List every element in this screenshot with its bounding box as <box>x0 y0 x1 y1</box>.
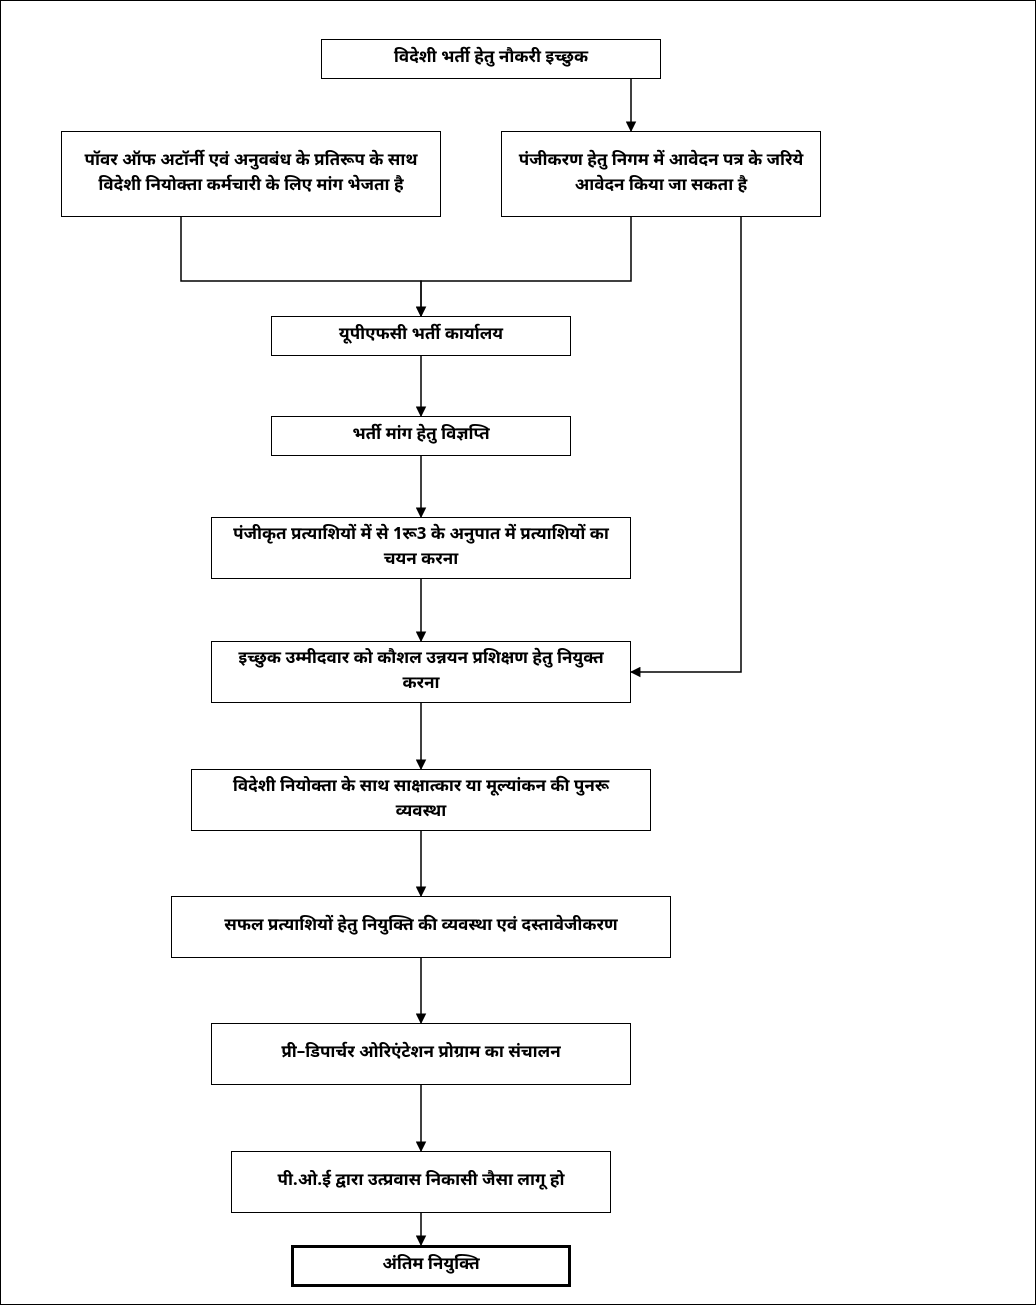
edge-n2l-n3 <box>181 217 421 316</box>
flow-node-label: पॉवर ऑफ अटॉर्नी एवं अनुवबंध के प्रतिरूप … <box>76 149 426 200</box>
flow-node-n1: विदेशी भर्ती हेतु नौकरी इच्छुक <box>321 39 661 79</box>
flowchart-page: विदेशी भर्ती हेतु नौकरी इच्छुक पॉवर ऑफ अट… <box>0 0 1036 1305</box>
flow-node-n11: अंतिम नियुक्ति <box>291 1245 571 1287</box>
flow-node-n5: पंजीकृत प्रत्याशियों में से 1रू3 के अनुप… <box>211 517 631 579</box>
flow-node-label: विदेशी नियोक्ता के साथ साक्षात्कार या मू… <box>206 775 636 826</box>
flow-node-label: यूपीएफसी भर्ती कार्यालय <box>339 323 503 349</box>
flow-node-label: अंतिम नियुक्ति <box>382 1253 479 1279</box>
flow-node-n2l: पॉवर ऑफ अटॉर्नी एवं अनुवबंध के प्रतिरूप … <box>61 131 441 217</box>
flow-node-label: प्री–डिपार्चर ओरिएंटेशन प्रोग्राम का संच… <box>281 1041 560 1067</box>
flow-node-label: विदेशी भर्ती हेतु नौकरी इच्छुक <box>394 46 588 72</box>
flow-node-label: भर्ती मांग हेतु विज्ञप्ति <box>352 423 489 449</box>
edge-n2r-n3 <box>421 217 631 316</box>
flow-node-n8: सफल प्रत्याशियों हेतु नियुक्ति की व्यवस्… <box>171 896 671 958</box>
flow-node-label: पंजीकरण हेतु निगम में आवेदन पत्र के जरिय… <box>516 149 806 200</box>
edge-n2r-n6 <box>631 217 741 672</box>
flow-node-n2r: पंजीकरण हेतु निगम में आवेदन पत्र के जरिय… <box>501 131 821 217</box>
flow-node-n3: यूपीएफसी भर्ती कार्यालय <box>271 316 571 356</box>
flow-node-n10: पी.ओ.ई द्वारा उत्प्रवास निकासी जैसा लागू… <box>231 1151 611 1213</box>
flow-node-label: पी.ओ.ई द्वारा उत्प्रवास निकासी जैसा लागू… <box>277 1169 564 1195</box>
flow-node-n7: विदेशी नियोक्ता के साथ साक्षात्कार या मू… <box>191 769 651 831</box>
flow-node-n4: भर्ती मांग हेतु विज्ञप्ति <box>271 416 571 456</box>
flow-node-n9: प्री–डिपार्चर ओरिएंटेशन प्रोग्राम का संच… <box>211 1023 631 1085</box>
flow-node-label: सफल प्रत्याशियों हेतु नियुक्ति की व्यवस्… <box>224 914 617 940</box>
flow-node-label: इच्छुक उम्मीदवार को कौशल उन्नयन प्रशिक्ष… <box>226 647 616 698</box>
flow-node-label: पंजीकृत प्रत्याशियों में से 1रू3 के अनुप… <box>226 523 616 574</box>
flow-node-n6: इच्छुक उम्मीदवार को कौशल उन्नयन प्रशिक्ष… <box>211 641 631 703</box>
